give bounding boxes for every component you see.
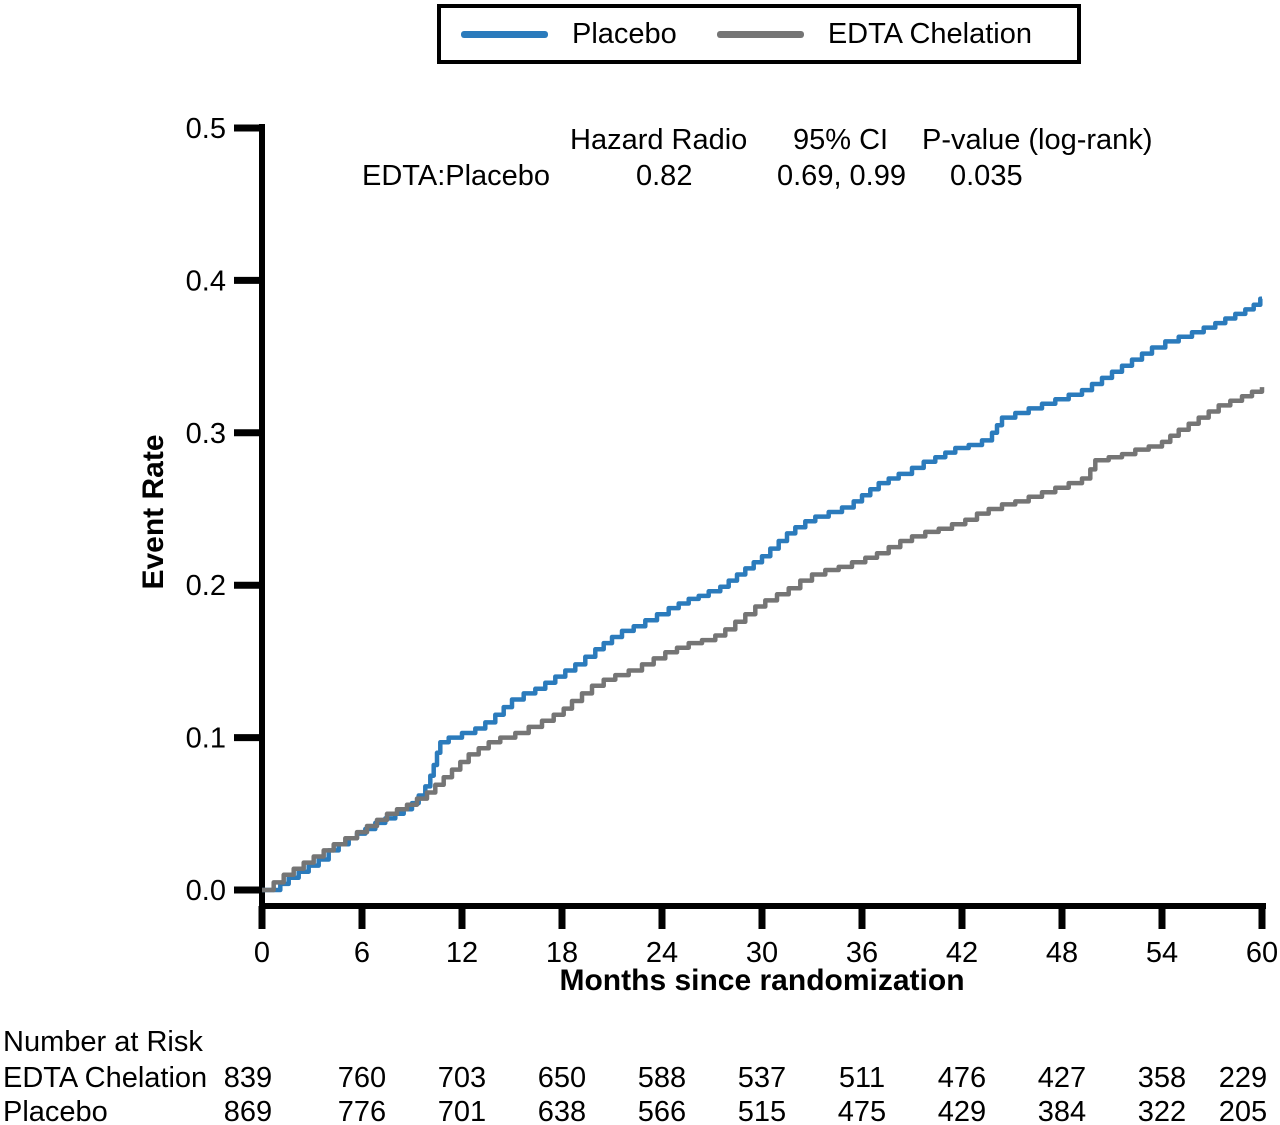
risk-value: 537	[737, 1062, 787, 1094]
risk-value: 429	[937, 1096, 987, 1125]
stats-header-hazard-ratio: Hazard Radio	[570, 124, 748, 156]
risk-value: 476	[937, 1062, 987, 1094]
x-tick-label: 36	[846, 937, 878, 969]
x-tick-label: 18	[546, 937, 578, 969]
legend-label-edta: EDTA Chelation	[827, 17, 1032, 50]
risk-value: 322	[1137, 1096, 1187, 1125]
stats-pvalue-value: 0.035	[950, 160, 1023, 192]
x-axis-title: Months since randomization	[559, 964, 965, 997]
legend: Placebo EDTA Chelation	[437, 4, 1081, 64]
risk-value: 205	[1218, 1096, 1268, 1125]
stats-ci-value: 0.69, 0.99	[777, 160, 906, 192]
risk-value: 384	[1037, 1096, 1087, 1125]
risk-value: 229	[1218, 1062, 1268, 1094]
x-tick-label: 12	[446, 937, 478, 969]
y-tick-label: 0.5	[186, 113, 226, 145]
x-tick-label: 54	[1146, 937, 1178, 969]
y-tick-label: 0.3	[186, 418, 226, 450]
risk-value: 839	[223, 1062, 273, 1094]
x-tick-label: 0	[254, 937, 270, 969]
risk-table-title: Number at Risk	[3, 1026, 203, 1058]
legend-label-placebo: Placebo	[572, 17, 677, 50]
risk-value: 588	[637, 1062, 687, 1094]
placebo-curve	[262, 296, 1263, 893]
risk-value: 776	[337, 1096, 387, 1125]
risk-row-label-placebo: Placebo	[3, 1096, 108, 1125]
y-tick-label: 0.1	[186, 723, 226, 755]
x-tick-label: 6	[354, 937, 370, 969]
risk-value: 358	[1137, 1062, 1187, 1094]
risk-value: 511	[838, 1062, 886, 1094]
edta-line-swatch	[716, 30, 804, 38]
x-tick-label: 48	[1046, 937, 1078, 969]
stats-header-ci: 95% CI	[793, 124, 889, 156]
stats-hazard-ratio-value: 0.82	[636, 160, 693, 192]
x-tick-label: 42	[946, 937, 978, 969]
y-tick-label: 0.2	[186, 570, 226, 602]
risk-value: 869	[223, 1096, 273, 1125]
risk-value: 427	[1037, 1062, 1087, 1094]
x-tick-label: 60	[1246, 937, 1278, 969]
edta-chelation-curve	[262, 387, 1265, 893]
y-tick-label: 0.4	[186, 265, 226, 297]
stats-header-pvalue: P-value (log-rank)	[922, 124, 1153, 156]
placebo-line-swatch	[461, 30, 548, 38]
risk-value: 475	[837, 1096, 887, 1125]
risk-value: 515	[737, 1096, 787, 1125]
risk-value: 760	[337, 1062, 387, 1094]
y-tick-label: 0.0	[186, 875, 226, 907]
risk-value: 566	[637, 1096, 687, 1125]
x-tick-label: 24	[646, 937, 678, 969]
risk-row-label-edta: EDTA Chelation	[3, 1062, 208, 1094]
risk-value: 638	[537, 1096, 587, 1125]
risk-value: 703	[437, 1062, 487, 1094]
stats-row-label: EDTA:Placebo	[362, 160, 551, 192]
x-tick-label: 30	[746, 937, 778, 969]
risk-value: 650	[537, 1062, 587, 1094]
risk-value: 701	[437, 1096, 487, 1125]
